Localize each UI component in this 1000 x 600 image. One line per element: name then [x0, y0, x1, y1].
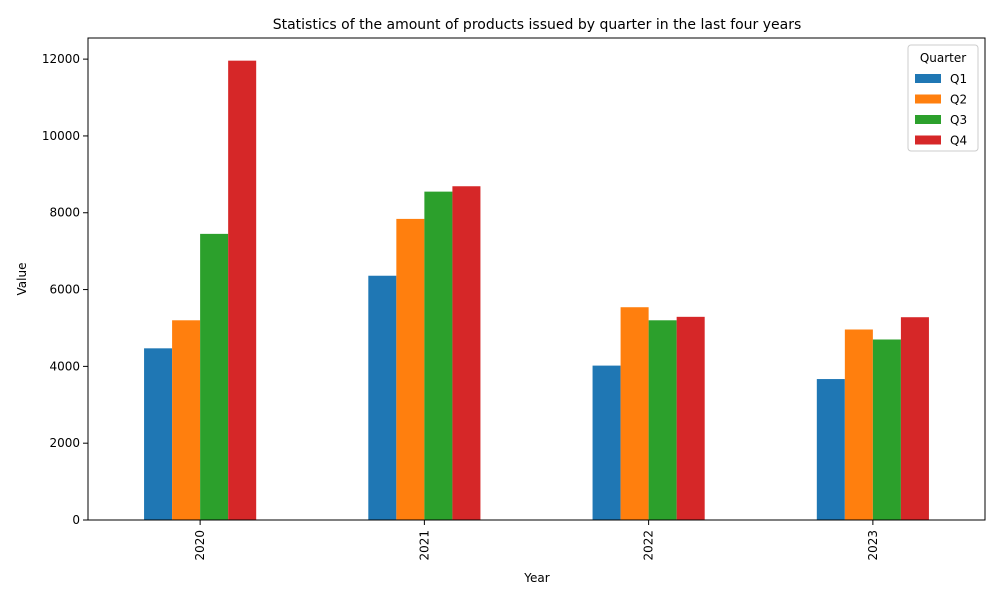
- plot-frame: [87, 37, 986, 521]
- y-tick-label: 4000: [49, 359, 80, 373]
- bar-q1-2023: [816, 379, 845, 520]
- bars-group: [144, 60, 929, 521]
- bar-q4-2021: [452, 186, 481, 521]
- bar-q2-2020: [172, 320, 201, 520]
- y-tick-label: 12000: [42, 52, 80, 66]
- legend-title: Quarter: [920, 51, 966, 65]
- legend-swatch-q2: [915, 94, 941, 104]
- x-axis: 2020 2021 2022 2023: [193, 520, 880, 561]
- x-tick-label: 2022: [642, 530, 656, 561]
- legend-box: [907, 44, 979, 152]
- y-tick-label: 6000: [49, 283, 80, 297]
- bar-q3-2022: [648, 320, 677, 520]
- bar-q2-2021: [396, 218, 425, 520]
- bar-q1-2021: [368, 275, 397, 520]
- y-tick-label: 0: [72, 513, 80, 527]
- legend-label-q4: Q4: [950, 134, 967, 148]
- bar-q4-2023: [900, 317, 929, 520]
- y-axis-label: Value: [15, 263, 29, 296]
- x-tick-label: 2021: [417, 530, 431, 561]
- legend-swatch-q1: [915, 74, 941, 83]
- bar-q2-2022: [620, 307, 649, 520]
- bar-q4-2020: [228, 60, 257, 520]
- x-axis-label: Year: [523, 571, 549, 585]
- legend-label-q1: Q1: [950, 72, 967, 86]
- x-tick-label: 2023: [866, 530, 880, 561]
- bar-q3-2021: [424, 191, 453, 521]
- bar-q2-2023: [844, 329, 873, 520]
- bar-q3-2023: [872, 339, 901, 520]
- legend-swatch-q3: [915, 115, 941, 124]
- legend-label-q3: Q3: [950, 113, 967, 127]
- chart-title: Statistics of the amount of products iss…: [273, 17, 802, 33]
- bar-q1-2020: [144, 348, 173, 520]
- bar-q3-2020: [200, 233, 229, 521]
- y-tick-label: 8000: [49, 206, 80, 220]
- y-axis: 0 2000 4000 6000 8000 10000 12000: [42, 52, 88, 527]
- x-tick-label: 2020: [193, 530, 207, 561]
- bar-q1-2022: [592, 365, 621, 520]
- legend-label-q2: Q2: [950, 93, 967, 107]
- legend: Quarter Q1 Q2 Q3 Q4: [907, 44, 979, 152]
- y-tick-label: 2000: [49, 436, 80, 450]
- legend-swatch-q4: [915, 135, 941, 145]
- y-tick-label: 10000: [42, 129, 80, 143]
- bar-q4-2022: [676, 316, 705, 520]
